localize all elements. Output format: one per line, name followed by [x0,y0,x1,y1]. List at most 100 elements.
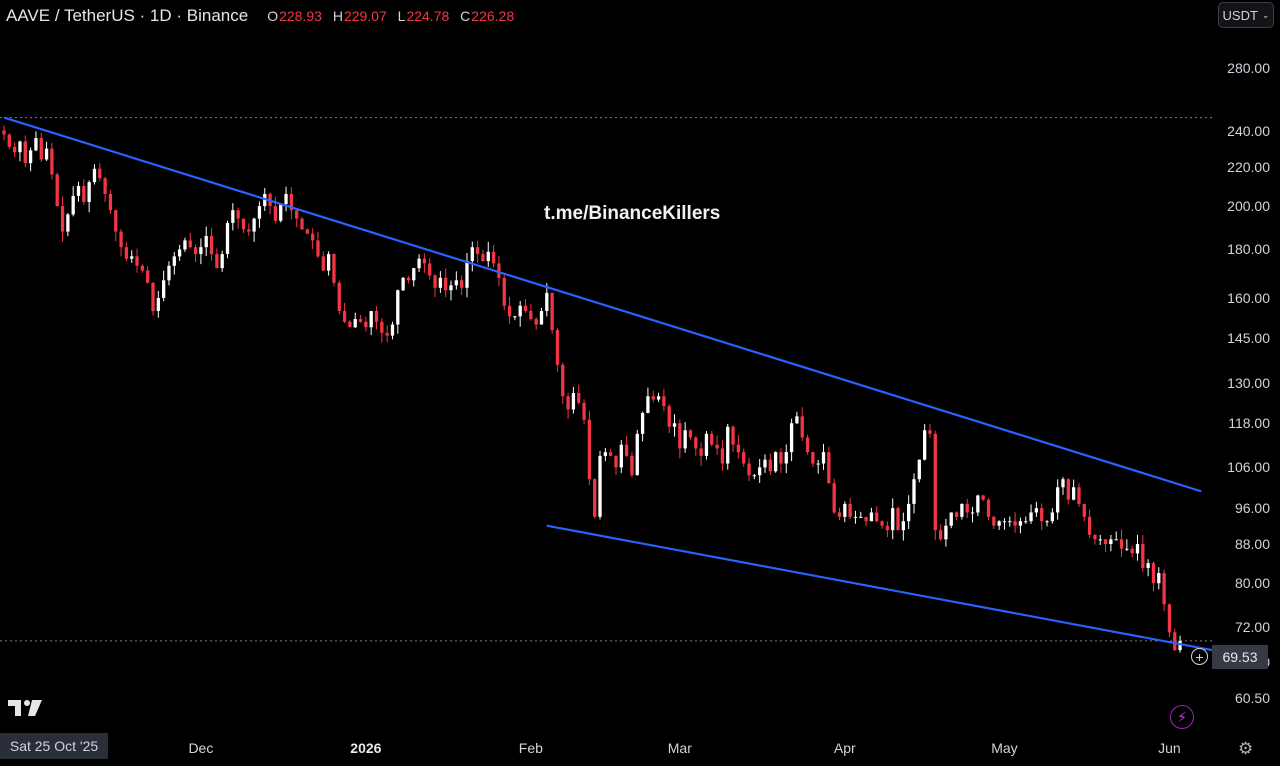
candle [635,429,639,476]
candle-body [651,396,655,400]
chart-header: AAVE / TetherUS · 1D · Binance O228.93 H… [6,6,514,26]
candle [18,140,22,162]
candle-body [1061,479,1065,488]
candle-body [571,393,576,410]
candle [619,440,623,474]
candle [928,423,932,438]
low-label: L [397,8,406,24]
candle [199,238,203,265]
candle-body [156,297,160,312]
candle [720,440,725,471]
candle-body [1162,573,1166,605]
candle-body [146,270,150,283]
candle [1034,501,1039,517]
trendline-lower[interactable] [546,524,1213,652]
candle-body [444,277,448,291]
candle [986,498,991,521]
candle [885,521,890,538]
candle [337,280,341,315]
candle-body [901,521,905,531]
candle [220,250,224,272]
candle [901,512,905,541]
candle [545,283,549,317]
candle-body [172,256,176,266]
candle [853,510,858,524]
candle-body [630,455,634,476]
candle [683,422,687,453]
candle [529,304,533,321]
candle-body [752,475,756,477]
candle-body [912,479,916,504]
candle [183,237,187,252]
candle [907,495,911,530]
candle-body [672,423,677,427]
close-label: C [460,8,471,24]
candle [374,306,379,330]
lightning-icon[interactable]: ⚡︎ [1170,705,1194,729]
candle [954,511,959,521]
candle [593,478,597,519]
candle-body [859,516,863,518]
candle [726,423,730,470]
candle-body [241,218,246,230]
candle [396,289,400,334]
candle-body [518,305,522,317]
candle [311,228,315,250]
add-alert-icon[interactable]: + [1191,648,1208,665]
close-value: 226.28 [471,8,515,24]
candle-body [577,393,581,403]
candle-body [193,247,198,255]
candle-body [364,321,368,328]
candle-body [667,406,671,427]
candle-body [114,210,118,232]
candle-body [513,316,517,318]
candle-body [135,256,139,266]
candle [518,300,522,327]
candle-body [805,437,810,453]
settings-icon[interactable]: ⚙︎ [1238,739,1254,758]
trendline-upper[interactable] [3,116,1202,493]
candle-body [928,430,932,434]
currency-selector[interactable]: USDT ⌄ [1218,2,1274,28]
candle-body [481,254,485,262]
candle [300,216,304,230]
candle-body [1098,539,1102,541]
candle [912,473,916,514]
candle-body [523,305,528,312]
time-axis-label: Feb [518,740,543,756]
candle-body [332,254,336,283]
candle [252,217,256,242]
candle [119,229,123,257]
candle [816,459,820,474]
candle-body [694,437,698,449]
candle [87,180,91,213]
candle-body [938,530,943,540]
candle-body [12,146,17,153]
candle-body [609,452,613,456]
candle [401,277,405,291]
candle [332,253,336,287]
candle [688,429,693,440]
symbol-title[interactable]: AAVE / TetherUS · 1D · Binance [6,6,249,25]
chevron-down-icon: ⌄ [1261,9,1270,20]
candle-body [1056,487,1060,513]
candle-body [380,321,384,333]
candle-body [640,412,645,434]
candle [922,424,927,461]
candle-body [534,319,538,325]
candle [609,448,613,457]
candle [380,318,384,343]
candle-body [747,463,751,476]
candle [539,307,544,325]
candle-body [82,186,86,203]
candle-body [284,193,288,205]
tradingview-logo[interactable] [8,698,44,718]
candle [1151,561,1156,592]
candle [1013,512,1017,533]
candle [662,388,666,412]
candle-body [151,282,155,312]
candle [805,434,810,455]
candle-body [1157,573,1161,584]
candle [736,434,741,459]
